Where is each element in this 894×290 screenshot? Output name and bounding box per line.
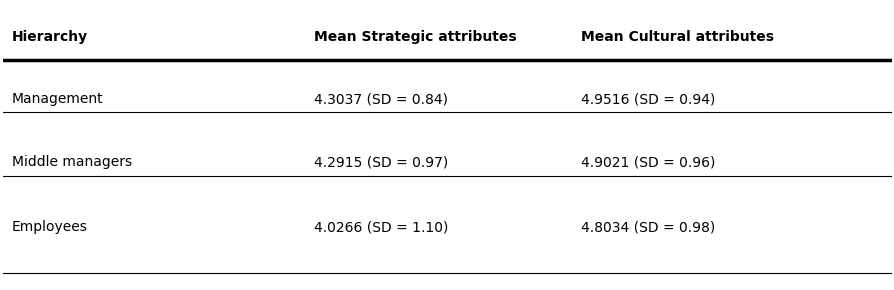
- Text: Mean Cultural attributes: Mean Cultural attributes: [580, 30, 773, 44]
- Text: 4.8034 (SD = 0.98): 4.8034 (SD = 0.98): [580, 220, 714, 235]
- Text: 4.9021 (SD = 0.96): 4.9021 (SD = 0.96): [580, 155, 714, 169]
- Text: 4.9516 (SD = 0.94): 4.9516 (SD = 0.94): [580, 93, 714, 106]
- Text: 4.3037 (SD = 0.84): 4.3037 (SD = 0.84): [314, 93, 448, 106]
- Text: 4.0266 (SD = 1.10): 4.0266 (SD = 1.10): [314, 220, 448, 235]
- Text: Hierarchy: Hierarchy: [12, 30, 88, 44]
- Text: Mean Strategic attributes: Mean Strategic attributes: [314, 30, 516, 44]
- Text: 4.2915 (SD = 0.97): 4.2915 (SD = 0.97): [314, 155, 448, 169]
- Text: Middle managers: Middle managers: [12, 155, 131, 169]
- Text: Management: Management: [12, 93, 103, 106]
- Text: Employees: Employees: [12, 220, 88, 235]
